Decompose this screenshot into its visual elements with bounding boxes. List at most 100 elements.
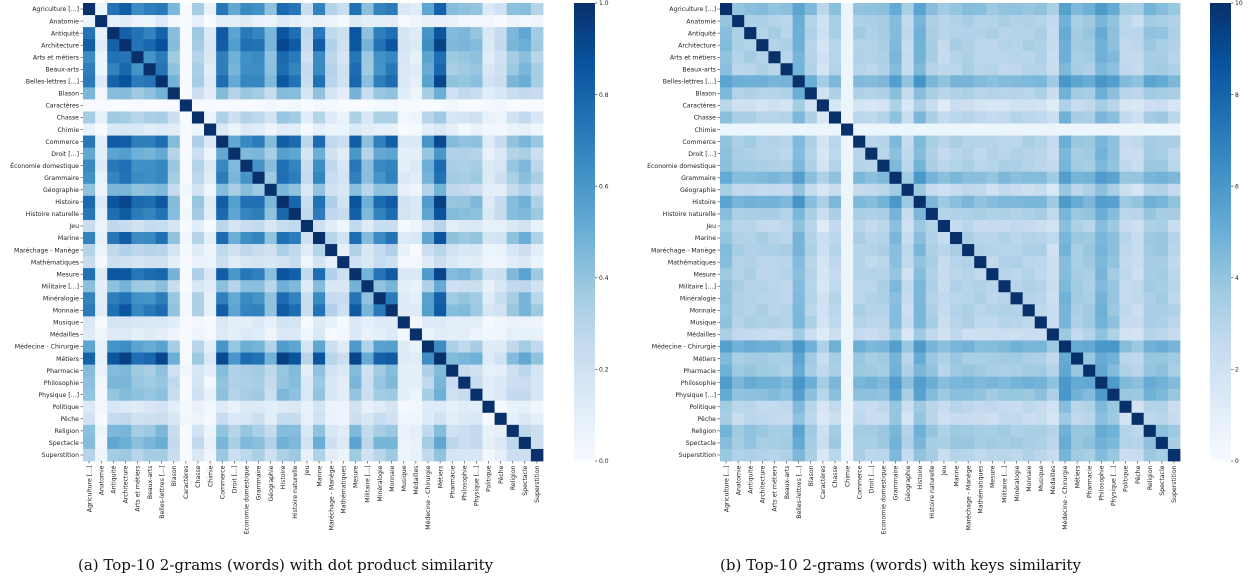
heatmap-cell <box>1131 123 1145 136</box>
heatmap-cell <box>216 111 229 124</box>
heatmap-cell <box>732 87 745 100</box>
heatmap-cell <box>264 376 278 390</box>
heatmap-cell <box>276 27 290 40</box>
heatmap-cell <box>1155 87 1169 100</box>
heatmap-cell <box>397 364 411 378</box>
heatmap-cell <box>841 316 854 329</box>
heatmap-cell <box>95 147 108 161</box>
x-tick-label: Arts et métiers <box>771 466 779 512</box>
heatmap-cell <box>506 304 520 317</box>
heatmap-cell <box>143 39 157 52</box>
heatmap-cell <box>756 75 769 88</box>
heatmap-cell <box>1143 123 1157 136</box>
heatmap-cell <box>950 340 963 353</box>
heatmap-cell <box>1119 87 1132 100</box>
heatmap-cell <box>1022 256 1036 269</box>
heatmap-cell <box>240 400 253 414</box>
heatmap-cell <box>828 256 842 269</box>
heatmap-cell <box>337 195 350 209</box>
heatmap-cell <box>756 304 769 317</box>
heatmap-cell <box>421 316 435 329</box>
heatmap-cell <box>889 195 902 209</box>
heatmap-cell <box>191 51 205 64</box>
heatmap-cell <box>373 195 387 209</box>
y-tick-label: Jeu <box>705 223 716 230</box>
heatmap-cell <box>155 207 169 221</box>
heatmap-cell <box>131 352 144 365</box>
heatmap-cell <box>313 219 326 233</box>
heatmap-cell <box>720 316 733 329</box>
heatmap-cell <box>841 99 854 112</box>
heatmap-cell <box>1010 99 1024 112</box>
colorbar <box>574 3 595 461</box>
heatmap-cell <box>1058 376 1072 390</box>
heatmap-cell <box>1155 316 1169 329</box>
heatmap-cell <box>962 195 975 209</box>
heatmap-cell <box>1083 376 1096 390</box>
heatmap-cell <box>1046 316 1060 329</box>
heatmap-cell <box>143 316 157 329</box>
heatmap-cell <box>83 183 96 197</box>
heatmap-cell <box>1131 364 1145 378</box>
heatmap-cell <box>816 63 830 76</box>
heatmap-cell <box>913 328 927 341</box>
heatmap-cell <box>470 352 483 365</box>
heatmap-cell <box>913 87 927 100</box>
heatmap-cell <box>841 207 854 221</box>
heatmap-cell <box>300 436 314 450</box>
heatmap-cell <box>95 63 108 76</box>
heatmap-cell <box>1071 159 1084 173</box>
heatmap-cell <box>1046 328 1060 341</box>
heatmap-cell <box>216 292 229 305</box>
heatmap-cell <box>143 219 157 233</box>
heatmap-cell <box>264 87 278 100</box>
heatmap-cell <box>482 51 495 64</box>
heatmap-cell <box>792 244 806 257</box>
heatmap-cell <box>1083 171 1096 185</box>
heatmap-cell <box>901 352 915 365</box>
heatmap-cell <box>780 448 794 462</box>
heatmap-cell <box>937 207 951 221</box>
heatmap-cell <box>841 244 854 257</box>
heatmap-cell <box>276 15 290 28</box>
heatmap-cell <box>325 15 338 28</box>
heatmap-cell <box>409 147 423 161</box>
heatmap-cell <box>1155 412 1169 426</box>
y-tick-label: Histoire <box>55 199 79 206</box>
heatmap-cell <box>83 147 96 161</box>
heatmap-cell <box>288 232 302 245</box>
heatmap-cell <box>816 195 830 209</box>
heatmap-cell <box>792 3 806 16</box>
heatmap-cell <box>264 219 278 233</box>
heatmap-cell <box>974 244 987 257</box>
heatmap-cell <box>828 376 842 390</box>
heatmap-cell <box>107 15 120 28</box>
heatmap-cell <box>191 280 205 293</box>
heatmap-cell <box>397 111 411 124</box>
heatmap-cell <box>744 292 757 305</box>
heatmap-cell <box>768 147 781 161</box>
heatmap-cell <box>1083 364 1096 378</box>
heatmap-cell <box>216 63 229 76</box>
heatmap-cell <box>397 207 411 221</box>
heatmap-cell <box>768 376 781 390</box>
x-tick-label: Religion <box>1147 465 1154 490</box>
heatmap-cell <box>482 328 495 341</box>
heatmap-cell <box>385 304 399 317</box>
y-tick-label: Politique <box>689 404 716 411</box>
heatmap-cell <box>337 3 350 16</box>
heatmap-cell <box>470 75 483 88</box>
heatmap-cell <box>937 135 951 149</box>
heatmap-cell <box>143 99 157 112</box>
heatmap-cell <box>288 159 302 173</box>
heatmap-cell <box>841 171 854 185</box>
heatmap-cell <box>373 39 387 52</box>
heatmap-cell <box>385 232 399 245</box>
heatmap-cell <box>732 244 745 257</box>
heatmap-cell <box>361 364 374 378</box>
y-tick-label: Médailles <box>50 331 79 339</box>
heatmap-cell <box>482 195 495 209</box>
heatmap-cell <box>937 268 951 281</box>
heatmap-cell <box>95 292 108 305</box>
heatmap-cell <box>1034 364 1048 378</box>
